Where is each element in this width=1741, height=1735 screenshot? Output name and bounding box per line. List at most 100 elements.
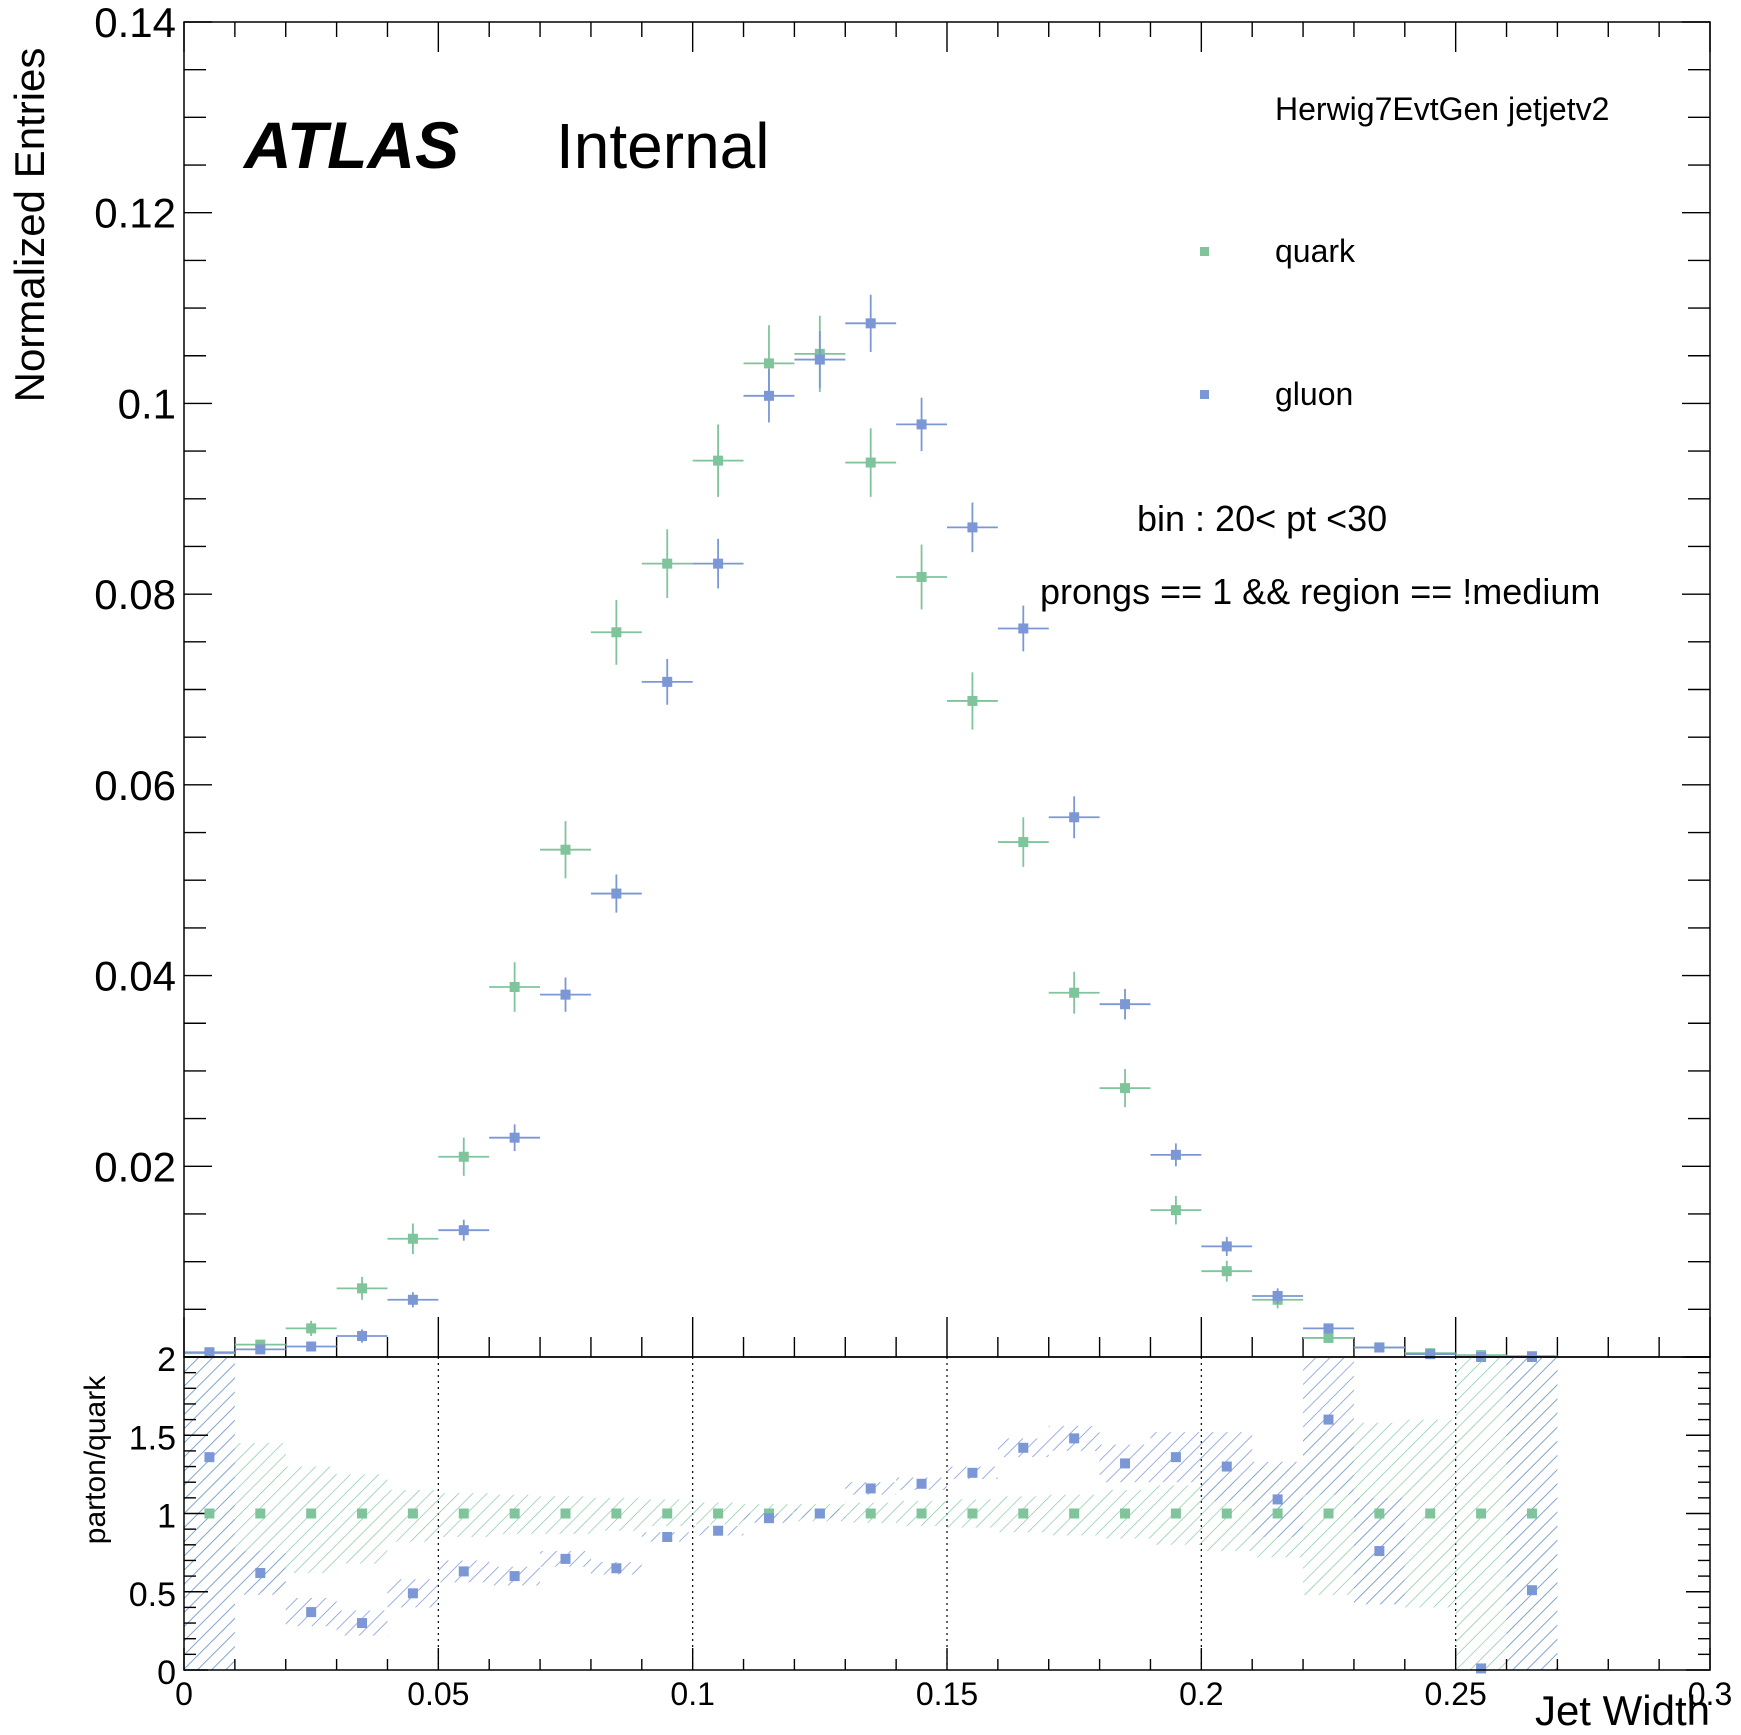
quark-ratio-band <box>336 1474 388 1564</box>
quark-ratio-point <box>1425 1508 1436 1519</box>
legend-marker-quark <box>1200 247 1209 256</box>
gluon-ratio-point <box>560 1553 571 1564</box>
main-panel: 0.02 0.04 0.06 0.08 0.1 0.12 0.14 Normalized E… <box>6 0 1711 1362</box>
gluon-ratio-point <box>1323 1414 1334 1425</box>
quark-ratio-point <box>306 1508 317 1519</box>
main-y-tick-labels: 0.02 0.04 0.06 0.08 0.1 0.12 0.14 <box>94 0 176 1190</box>
quark-point <box>458 1151 469 1162</box>
quark-point <box>1221 1266 1232 1277</box>
quark-point <box>560 844 571 855</box>
legend-marker-gluon <box>1200 390 1209 399</box>
gluon-ratio-point <box>407 1588 418 1599</box>
main-y-tick-label: 0.06 <box>94 762 176 809</box>
gluon-point <box>814 354 825 365</box>
bin-label: bin : 20< pt <30 <box>1137 498 1387 539</box>
quark-ratio-point <box>509 1508 520 1519</box>
quark-point <box>1018 837 1029 848</box>
gluon-point <box>204 1347 215 1358</box>
legend-label-gluon: gluon <box>1275 376 1353 412</box>
legend: quark gluon <box>1200 233 1356 412</box>
gluon-ratio-point <box>204 1452 215 1463</box>
gluon-point <box>1323 1323 1334 1334</box>
quark-ratio-point <box>255 1508 266 1519</box>
quark-point <box>713 455 724 466</box>
gluon-ratio-point <box>713 1525 724 1536</box>
quark-point <box>611 627 622 638</box>
quark-ratio-point <box>1069 1508 1080 1519</box>
quark-point <box>916 571 927 582</box>
gluon-point <box>1170 1149 1181 1160</box>
ratio-data-marks <box>204 1414 1537 1674</box>
quark-point <box>1323 1332 1334 1343</box>
quark-point <box>662 558 673 569</box>
main-y-tick-label: 0.1 <box>118 380 176 427</box>
gluon-point <box>407 1294 418 1305</box>
ratio-x-tick-label: 0.15 <box>916 1676 978 1712</box>
quark-ratio-point <box>1120 1508 1131 1519</box>
quark-ratio-point <box>407 1508 418 1519</box>
ratio-x-tick-label: 0 <box>175 1676 193 1712</box>
gluon-ratio-point <box>916 1478 927 1489</box>
quark-point <box>306 1323 317 1334</box>
gluon-point <box>1425 1349 1436 1360</box>
main-y-tick-label: 0.04 <box>94 953 176 1000</box>
ratio-frame <box>183 1356 1711 1671</box>
ratio-x-tick-label: 0.3 <box>1688 1676 1732 1712</box>
quark-ratio-point <box>713 1508 724 1519</box>
gluon-ratio-point <box>763 1513 774 1524</box>
quark-ratio-point <box>967 1508 978 1519</box>
ratio-y-tick-label: 2 <box>157 1341 176 1379</box>
gluon-point <box>916 419 927 430</box>
ratio-x-tick-label: 0.05 <box>407 1676 469 1712</box>
gluon-ratio-point <box>1221 1461 1232 1472</box>
quark-ratio-point <box>662 1508 673 1519</box>
quark-ratio-point <box>204 1508 215 1519</box>
gluon-ratio-point <box>814 1508 825 1519</box>
main-y-tick-label: 0.08 <box>94 571 176 618</box>
quark-ratio-point <box>1476 1508 1487 1519</box>
atlas-label: ATLAS <box>242 108 459 182</box>
gluon-ratio-point <box>1526 1585 1537 1596</box>
quark-point <box>1069 987 1080 998</box>
main-y-tick-label: 0.14 <box>94 0 176 46</box>
ratio-y-tick-label: 0 <box>157 1654 176 1692</box>
quark-ratio-point <box>1221 1508 1232 1519</box>
ratio-y-tick-labels: 0 0.5 1 1.5 2 <box>129 1341 176 1692</box>
gluon-ratio-point <box>1272 1494 1283 1505</box>
gluon-ratio-point <box>1476 1663 1487 1674</box>
gluon-ratio-point <box>967 1467 978 1478</box>
gluon-ratio-point <box>1120 1458 1131 1469</box>
main-y-axis-label: Normalized Entries <box>6 48 53 403</box>
ratio-x-tick-label: 0.1 <box>670 1676 714 1712</box>
gluon-ratio-point <box>509 1571 520 1582</box>
main-y-tick-label: 0.12 <box>94 190 176 237</box>
quark-ratio-band <box>285 1466 337 1573</box>
legend-label-quark: quark <box>1275 233 1356 269</box>
gluon-ratio-point <box>255 1567 266 1578</box>
quark-ratio-point <box>1272 1508 1283 1519</box>
gluon-point <box>255 1344 266 1355</box>
gluon-point <box>560 989 571 1000</box>
quark-ratio-point <box>1374 1508 1385 1519</box>
ratio-x-tick-labels: 0 0.05 0.1 0.15 0.2 0.25 0.3 <box>175 1676 1732 1712</box>
gluon-point <box>1272 1290 1283 1301</box>
gluon-ratio-point <box>458 1566 469 1577</box>
ratio-y-tick-label: 1 <box>157 1498 176 1536</box>
gluon-point <box>1018 623 1029 634</box>
gluon-point <box>1069 812 1080 823</box>
selection-label: prongs == 1 && region == !medium <box>1040 571 1600 612</box>
quark-ratio-point <box>611 1508 622 1519</box>
quark-ratio-point <box>865 1508 876 1519</box>
gluon-point <box>458 1225 469 1236</box>
gluon-point <box>611 888 622 899</box>
gluon-point <box>1221 1241 1232 1252</box>
quark-point <box>357 1283 368 1294</box>
quark-point <box>763 358 774 369</box>
gluon-ratio-point <box>357 1618 368 1629</box>
gluon-ratio-band <box>1303 1357 1354 1495</box>
ratio-panel: 0 0.5 1 1.5 2 0 0.05 0.1 0.15 0.2 0.25 0.3 parton/… <box>79 1341 1732 1734</box>
quark-ratio-point <box>1323 1508 1334 1519</box>
internal-label: Internal <box>556 110 769 182</box>
quark-point <box>1170 1205 1181 1216</box>
